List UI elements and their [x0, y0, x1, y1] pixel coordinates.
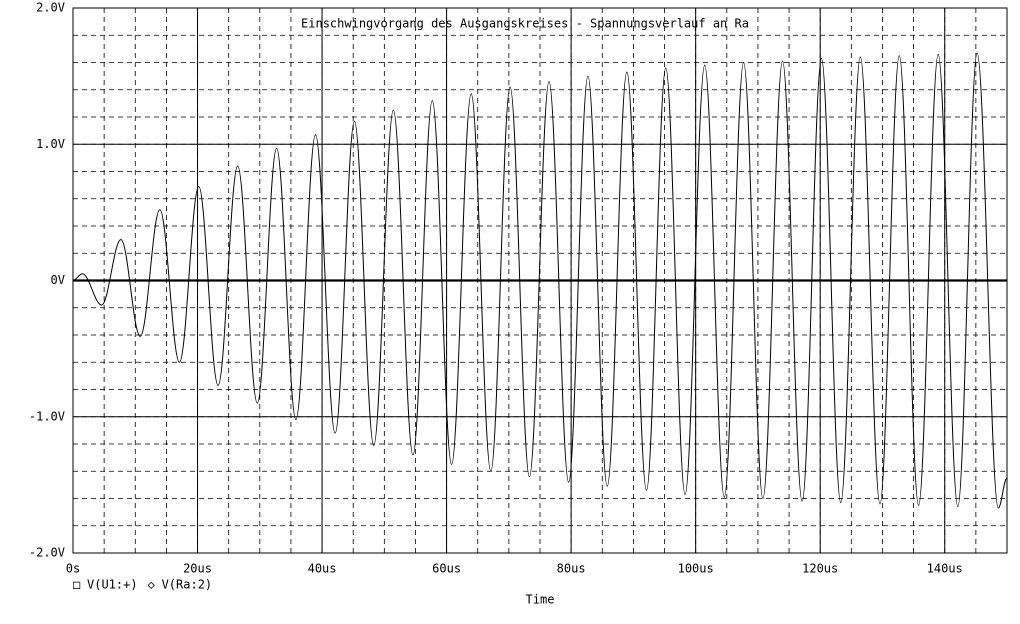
x-tick-label: 0s [66, 562, 80, 576]
x-tick-label: 100us [678, 562, 714, 576]
x-tick-label: 140us [927, 562, 963, 576]
x-tick-label: 40us [308, 562, 337, 576]
x-tick-label: 80us [557, 562, 586, 576]
y-tick-label: -2.0V [29, 546, 65, 560]
chart-title: Einschwingvorgang des Ausgangskreises - … [301, 17, 749, 31]
y-tick-label: -1.0V [29, 409, 65, 423]
legend-marker: □ [73, 578, 80, 592]
legend-label: V(Ra:2) [162, 578, 213, 592]
x-tick-label: 120us [802, 562, 838, 576]
legend-marker: ◇ [148, 578, 156, 592]
legend-label: V(U1:+) [87, 578, 138, 592]
x-tick-label: 20us [183, 562, 212, 576]
y-tick-label: 0V [51, 273, 65, 287]
y-tick-label: 2.0V [36, 1, 65, 15]
y-tick-label: 1.0V [36, 137, 65, 151]
line-series [72, 52, 1008, 509]
x-tick-label: 60us [432, 562, 461, 576]
x-axis-label: Time [526, 593, 555, 607]
